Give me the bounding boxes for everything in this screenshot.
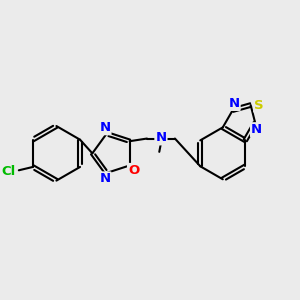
Text: N: N <box>99 121 110 134</box>
Text: S: S <box>254 98 264 112</box>
Text: N: N <box>251 123 262 136</box>
Text: O: O <box>128 164 139 177</box>
Text: N: N <box>99 172 110 185</box>
Text: N: N <box>229 97 240 110</box>
Text: Cl: Cl <box>1 165 15 178</box>
Text: N: N <box>155 131 167 144</box>
